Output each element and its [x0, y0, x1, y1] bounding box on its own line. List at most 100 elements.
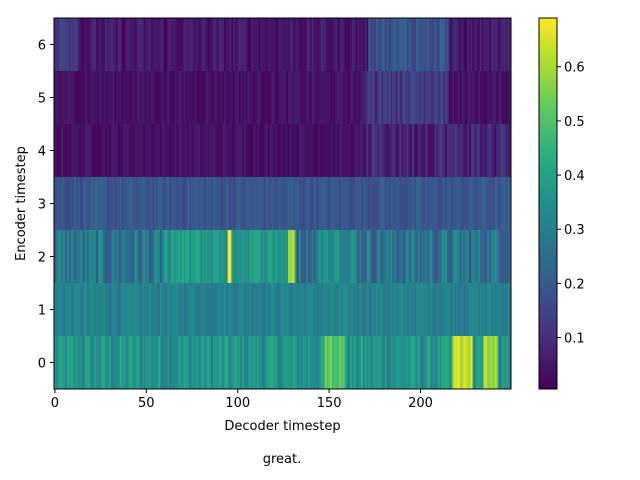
heatmap-cell [468, 177, 472, 230]
heatmap-cell [426, 336, 430, 389]
heatmap-cell [286, 336, 289, 389]
heatmap-cell [326, 336, 329, 389]
heatmap-cell [174, 124, 177, 177]
heatmap-cell [231, 230, 234, 283]
heatmap-cell [247, 230, 250, 283]
heatmap-cell [55, 18, 59, 71]
heatmap-cell [105, 336, 108, 389]
heatmap-cell [384, 283, 388, 336]
heatmap-cell [110, 124, 113, 177]
heatmap-cell [315, 71, 318, 124]
heatmap-cell [397, 177, 400, 230]
heatmap-cell [503, 283, 506, 336]
heatmap-cell [425, 336, 428, 389]
heatmap-cell [105, 283, 108, 336]
y-tick-label: 1 [38, 304, 46, 319]
heatmap-cell [320, 283, 324, 336]
heatmap-cell [330, 336, 333, 389]
heatmap-cell [496, 336, 499, 389]
heatmap-cell [373, 336, 377, 389]
heatmap-cell [313, 177, 316, 230]
heatmap-cell [116, 283, 119, 336]
heatmap-cell [330, 124, 333, 177]
heatmap-cell [262, 230, 265, 283]
heatmap-cell [130, 71, 133, 124]
heatmap-cell [88, 230, 91, 283]
heatmap-cell [143, 177, 146, 230]
heatmap-cell [110, 283, 113, 336]
heatmap-cell [395, 18, 399, 71]
heatmap-cell [423, 336, 426, 389]
heatmap-cell [410, 177, 413, 230]
heatmap-cell [244, 18, 247, 71]
heatmap-cell [72, 336, 75, 389]
heatmap-cell [277, 71, 280, 124]
heatmap-cell [174, 336, 177, 389]
heatmap-cell [465, 71, 468, 124]
heatmap-cell [172, 230, 175, 283]
heatmap-cell [353, 18, 356, 71]
heatmap-cell [425, 18, 428, 71]
heatmap-cell [379, 177, 382, 230]
heatmap-cell [187, 230, 190, 283]
heatmap-cell [125, 283, 128, 336]
heatmap-cell [161, 283, 165, 336]
heatmap-cell [183, 177, 186, 230]
heatmap-cell [423, 283, 426, 336]
heatmap-cell [468, 124, 472, 177]
heatmap-cell [333, 124, 336, 177]
y-tick-label: 6 [38, 39, 46, 54]
heatmap-cell [225, 18, 229, 71]
heatmap-cell [394, 18, 397, 71]
heatmap-cell [430, 283, 433, 336]
heatmap-cell [503, 18, 506, 71]
heatmap-cell [468, 230, 472, 283]
heatmap-cell [379, 283, 382, 336]
heatmap-cell [136, 177, 139, 230]
heatmap-cell [501, 18, 505, 71]
heatmap-cell [476, 18, 479, 71]
heatmap-cell [432, 336, 435, 389]
heatmap-cell [103, 71, 106, 124]
heatmap-cell [170, 230, 174, 283]
heatmap-cell [496, 18, 499, 71]
heatmap-cell [461, 124, 464, 177]
heatmap-cell [134, 18, 137, 71]
heatmap-cell [401, 336, 404, 389]
heatmap-cell [342, 124, 345, 177]
heatmap-cell [203, 18, 207, 71]
heatmap-cell [388, 18, 391, 71]
heatmap-cell [456, 177, 459, 230]
heatmap-cell [72, 124, 75, 177]
heatmap-cell [234, 124, 238, 177]
heatmap-cell [83, 177, 86, 230]
heatmap-cell [251, 230, 254, 283]
heatmap-cell [509, 230, 512, 283]
heatmap-cell [96, 336, 99, 389]
heatmap-cell [128, 336, 132, 389]
heatmap-cell [180, 336, 183, 389]
heatmap-cell [430, 71, 433, 124]
heatmap-cell [200, 283, 203, 336]
heatmap-cell [64, 230, 68, 283]
heatmap-cell [448, 18, 452, 71]
heatmap-cell [202, 18, 205, 71]
heatmap-cell [324, 18, 327, 71]
heatmap-cell [428, 18, 431, 71]
heatmap-cell [490, 230, 494, 283]
heatmap-cell [123, 283, 126, 336]
heatmap-cell [103, 18, 106, 71]
heatmap-cell [167, 71, 170, 124]
heatmap-cell [132, 18, 135, 71]
heatmap-cell [262, 124, 265, 177]
heatmap-cell [99, 71, 102, 124]
heatmap-cell [86, 71, 90, 124]
heatmap-cell [388, 124, 391, 177]
heatmap-cell [412, 71, 415, 124]
heatmap-cell [309, 177, 313, 230]
heatmap-cell [161, 177, 165, 230]
heatmap-cell [165, 230, 168, 283]
heatmap-cell [70, 336, 73, 389]
heatmap-cell [361, 124, 364, 177]
heatmap-cell [408, 336, 411, 389]
